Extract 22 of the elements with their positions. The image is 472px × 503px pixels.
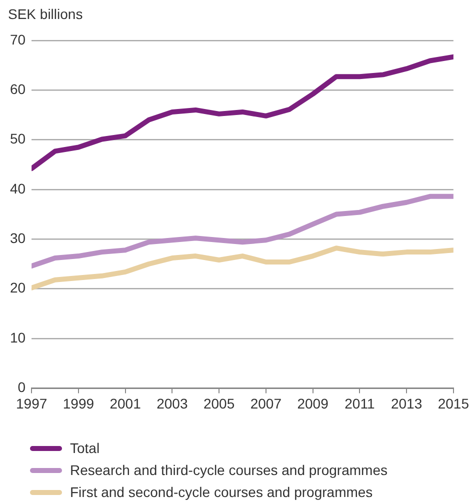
x-tick-label: 2005 xyxy=(203,395,235,412)
x-tick-label: 1999 xyxy=(62,395,94,412)
x-tick-label: 2003 xyxy=(156,395,188,412)
y-tick-label: 30 xyxy=(10,230,26,246)
y-tick-label: 70 xyxy=(10,31,26,48)
x-tick-label: 2001 xyxy=(110,395,142,412)
x-tick-label: 2011 xyxy=(344,395,375,412)
y-tick-label: 50 xyxy=(10,130,26,147)
y-tick-label: 40 xyxy=(10,180,26,196)
y-tick-label: 0 xyxy=(18,379,26,396)
x-tick-label: 2007 xyxy=(250,395,282,412)
legend-label: Research and third-cycle courses and programmes xyxy=(70,462,388,478)
legend-label: First and second-cycle courses and programmes xyxy=(70,484,373,500)
x-tick-label: 2015 xyxy=(438,395,470,412)
x-tick-label: 1997 xyxy=(16,395,48,412)
x-tick-label: 2009 xyxy=(297,395,329,412)
y-tick-label: 10 xyxy=(10,329,26,346)
x-tick-label: 2013 xyxy=(390,395,422,412)
legend-label: Total xyxy=(70,440,100,456)
y-tick-label: 60 xyxy=(10,80,26,97)
y-tick-label: 20 xyxy=(10,280,26,296)
y-axis-title: SEK billions xyxy=(8,6,83,22)
